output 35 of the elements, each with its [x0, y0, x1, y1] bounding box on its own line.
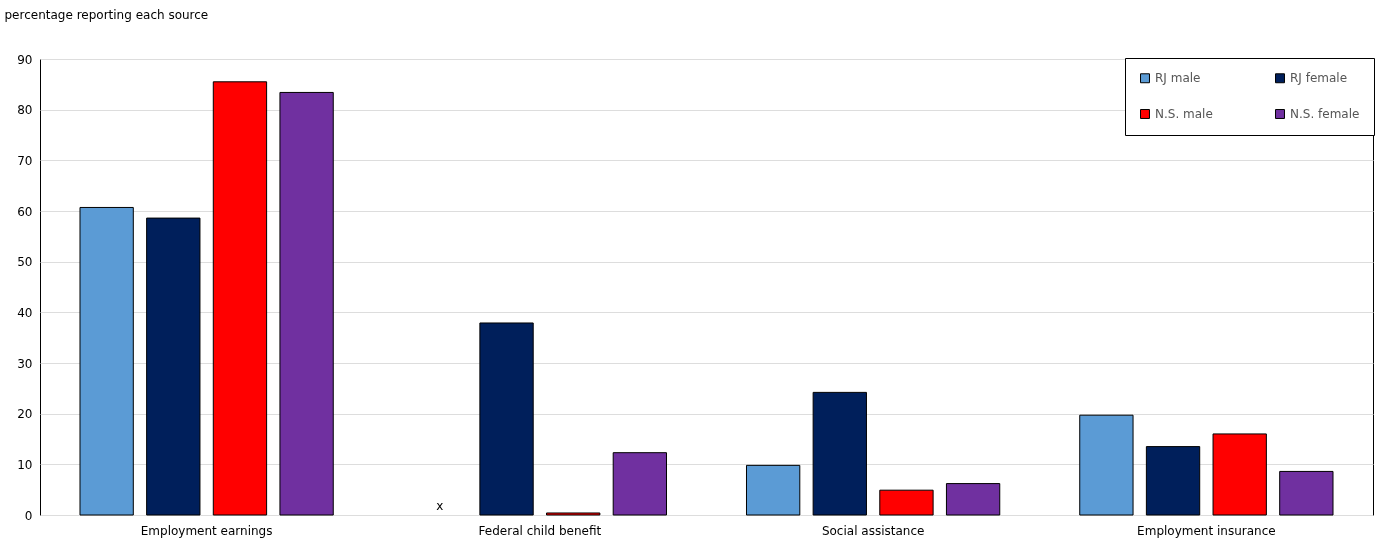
bar [879, 489, 934, 516]
x-tick-label: Federal child benefit [478, 523, 602, 538]
bar [146, 217, 201, 516]
y-tick-label: 0 [24, 508, 33, 523]
bar [812, 391, 867, 516]
legend-label: RJ male [1155, 71, 1201, 86]
y-tick-label: 40 [17, 305, 33, 320]
y-tick-label: 10 [17, 457, 33, 472]
bar [1079, 414, 1134, 516]
x-tick-label: Social assistance [821, 523, 925, 538]
bar [945, 483, 1001, 516]
bar [279, 91, 334, 516]
legend-label: RJ female [1290, 71, 1348, 86]
y-tick-label: 90 [17, 52, 33, 67]
y-tick-label: 80 [17, 103, 33, 118]
legend-label: N.S. female [1290, 107, 1360, 121]
bar [612, 452, 668, 516]
annotation: x [436, 499, 444, 513]
bar [1212, 433, 1267, 516]
y-tick-label: 30 [17, 356, 33, 371]
legend-label: N.S. male [1155, 107, 1213, 121]
y-tick-label: 70 [17, 153, 33, 168]
bar [79, 206, 134, 516]
x-tick-label: Employment earnings [140, 523, 273, 538]
bar [479, 322, 534, 516]
y-tick-label: 50 [17, 255, 33, 270]
y-axis-title: percentage reporting each source [4, 7, 209, 22]
bar [546, 512, 601, 516]
x-tick-label: Employment insurance [1137, 523, 1276, 538]
y-tick-label: 20 [17, 407, 33, 422]
bar [212, 81, 268, 516]
bar [1279, 470, 1334, 516]
y-tick-label: 60 [17, 204, 33, 219]
bar [745, 464, 801, 516]
bar [1145, 446, 1201, 516]
